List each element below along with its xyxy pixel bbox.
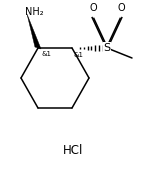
Text: HCl: HCl	[63, 143, 83, 157]
Text: O: O	[117, 3, 125, 13]
Text: S: S	[103, 43, 111, 53]
Text: NH₂: NH₂	[25, 7, 43, 17]
Text: &1: &1	[73, 52, 83, 58]
Text: &1: &1	[41, 51, 51, 57]
Polygon shape	[27, 14, 41, 49]
Text: O: O	[89, 3, 97, 13]
